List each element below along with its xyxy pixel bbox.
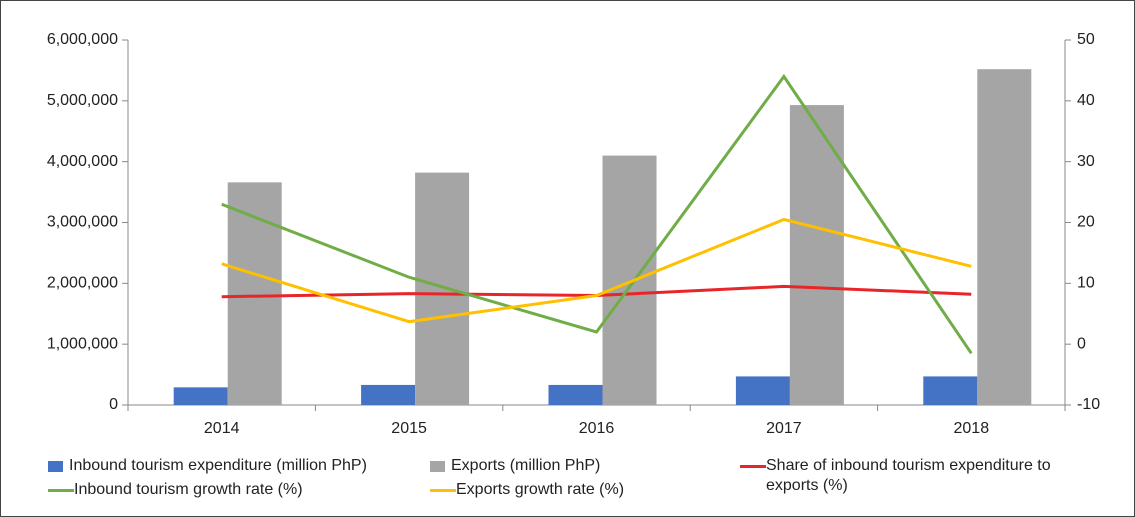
y2-tick-label: 20 <box>1077 214 1095 231</box>
legend-item: Inbound tourism expenditure (million PhP… <box>48 456 449 476</box>
legend-label: Inbound tourism expenditure (million PhP… <box>69 457 367 474</box>
legend-item: Share of inbound tourism expenditure to … <box>740 456 1066 496</box>
y-tick-label: 0 <box>109 396 118 413</box>
bar <box>735 376 790 405</box>
y-tick-label: 6,000,000 <box>47 31 118 48</box>
line-series <box>221 73 973 355</box>
y2-tick-label: 50 <box>1077 31 1095 48</box>
y2-tick-label: 30 <box>1077 153 1095 170</box>
legend-key <box>430 489 456 492</box>
legend-item: Exports growth rate (%) <box>430 480 756 500</box>
legend-key <box>48 461 63 472</box>
x-tick-label: 2018 <box>954 420 990 437</box>
legend-label: Inbound tourism growth rate (%) <box>74 481 303 498</box>
bar <box>548 384 603 405</box>
line-series <box>221 217 972 324</box>
bar <box>361 384 416 405</box>
bar <box>923 376 978 405</box>
legend-label: Exports growth rate (%) <box>456 481 625 498</box>
y2-tick-label: 40 <box>1077 92 1095 109</box>
legend-key <box>740 465 766 468</box>
y2-tick-label: 10 <box>1077 275 1095 292</box>
legend-label: Exports (million PhP) <box>451 457 601 474</box>
bar <box>173 387 228 405</box>
x-tick-label: 2017 <box>766 420 802 437</box>
bar <box>602 155 657 405</box>
y2-tick-label: 0 <box>1077 335 1086 352</box>
bar <box>789 105 844 405</box>
y-tick-label: 2,000,000 <box>47 275 118 292</box>
legend-item: Inbound tourism growth rate (%) <box>48 480 454 500</box>
bar <box>227 182 282 405</box>
y-tick-label: 3,000,000 <box>47 214 118 231</box>
legend-item: Exports (million PhP) <box>430 456 751 476</box>
x-tick-label: 2014 <box>204 420 240 437</box>
legend-key <box>48 489 74 492</box>
y-tick-label: 5,000,000 <box>47 92 118 109</box>
y-tick-label: 4,000,000 <box>47 153 118 170</box>
bar <box>977 69 1032 405</box>
y-tick-label: 1,000,000 <box>47 335 118 352</box>
legend-label: Share of inbound tourism expenditure to … <box>766 457 1051 494</box>
y2-tick-label: -10 <box>1077 396 1100 413</box>
x-tick-label: 2016 <box>579 420 615 437</box>
x-tick-label: 2015 <box>391 420 427 437</box>
bar <box>415 172 470 405</box>
legend-key <box>430 461 445 472</box>
